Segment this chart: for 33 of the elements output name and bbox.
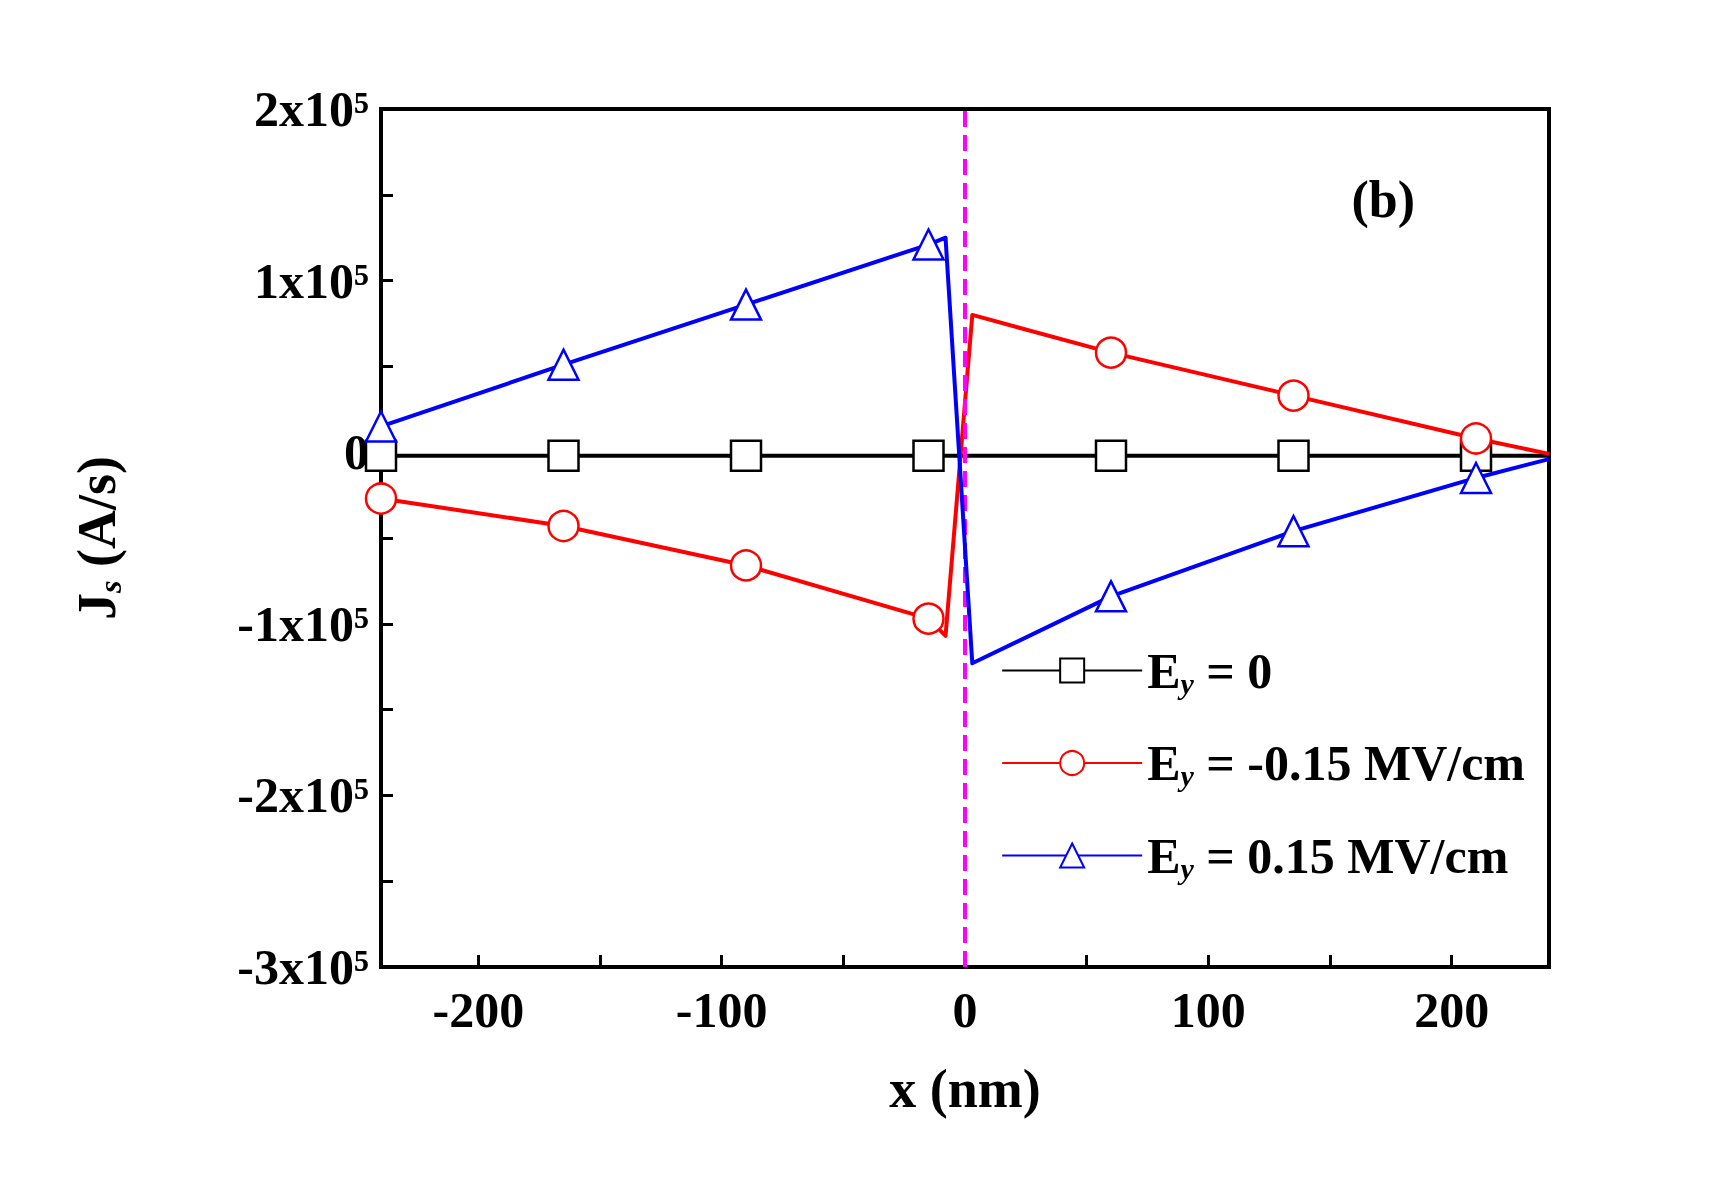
x-tick-label: -200 bbox=[432, 982, 525, 1038]
x-tick-label: 0 bbox=[952, 982, 978, 1038]
point bbox=[1094, 580, 1128, 613]
point bbox=[729, 439, 763, 472]
point bbox=[729, 288, 763, 321]
point bbox=[364, 482, 398, 515]
x-tick-label: 100 bbox=[1170, 982, 1246, 1038]
y-tick-label: -2x10⁵ bbox=[237, 767, 369, 824]
x-tick-label: -100 bbox=[675, 982, 768, 1038]
y-axis-title: Js (A/s) bbox=[66, 455, 128, 621]
point bbox=[912, 439, 945, 472]
point bbox=[912, 228, 945, 261]
y-tick-label: -3x10⁵ bbox=[237, 939, 369, 995]
point bbox=[1277, 514, 1310, 548]
y-tick-label: -1x10⁵ bbox=[237, 595, 369, 652]
point bbox=[1094, 439, 1128, 472]
point bbox=[1094, 336, 1128, 369]
point bbox=[364, 410, 398, 443]
point bbox=[547, 439, 580, 472]
point bbox=[1459, 422, 1493, 455]
y-tick-label: 2x10⁵ bbox=[254, 81, 369, 137]
point bbox=[1459, 461, 1493, 495]
y-tick-label: 1x10⁵ bbox=[254, 252, 369, 309]
point bbox=[729, 549, 763, 582]
point bbox=[1277, 439, 1310, 472]
point bbox=[912, 602, 945, 635]
x-axis-title: x (nm) bbox=[889, 1059, 1041, 1119]
x-tick-label: 200 bbox=[1414, 982, 1490, 1038]
annotation: (b) bbox=[1351, 170, 1416, 229]
point bbox=[1277, 379, 1310, 412]
point bbox=[364, 439, 398, 472]
point bbox=[547, 509, 580, 543]
point bbox=[547, 348, 580, 381]
